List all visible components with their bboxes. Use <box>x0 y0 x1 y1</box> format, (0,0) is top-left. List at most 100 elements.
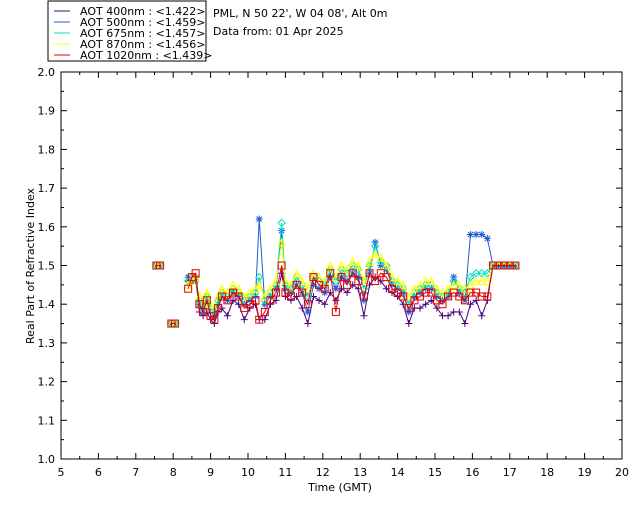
series-point-2 <box>337 265 346 274</box>
legend-label-400: AOT 400nm : <1.422> <box>80 5 206 18</box>
series-point-3 <box>228 280 238 289</box>
series-point-4 <box>511 261 520 270</box>
series-point-0 <box>315 296 323 304</box>
x-tick-label: 10 <box>241 466 255 479</box>
x-tick-label: 5 <box>58 466 65 479</box>
series-point-3 <box>398 280 408 289</box>
series-point-1 <box>304 308 312 316</box>
series-point-4 <box>171 319 180 328</box>
series-point-4 <box>466 288 475 297</box>
x-tick-label: 12 <box>316 466 330 479</box>
series-point-0 <box>478 312 486 320</box>
series-point-2 <box>399 284 408 293</box>
series-point-0 <box>240 316 248 324</box>
series-point-2 <box>251 288 260 297</box>
x-axis-label: Time (GMT) <box>307 481 372 494</box>
series-point-4 <box>214 304 223 313</box>
series-point-1 <box>472 231 480 239</box>
legend-label-500: AOT 500nm : <1.459> <box>80 16 206 29</box>
series-point-2 <box>393 280 402 290</box>
series-point-0 <box>223 312 231 320</box>
series-point-0 <box>455 308 463 316</box>
plot-area: 5 6 7 8 9 10 11 12 13 14 15 16 17 18 19 20 1.0 1.1 1.2 1.3 1… <box>38 66 630 479</box>
series-point-4 <box>210 315 219 324</box>
series-point-3 <box>277 237 286 247</box>
x-tick-label: 13 <box>353 466 367 479</box>
series-point-3 <box>365 257 374 266</box>
series-point-1 <box>255 215 263 223</box>
y-tick-label: 1.9 <box>38 105 56 118</box>
y-tick-label: 1.0 <box>38 453 56 466</box>
series-point-4 <box>427 288 436 297</box>
y-tick-label: 1.3 <box>38 337 56 350</box>
series-point-4 <box>477 292 486 301</box>
x-tick-label: 18 <box>540 466 554 479</box>
location-text: PML, N 50 22', W 04 08', Alt 0m <box>213 7 387 20</box>
series-point-3 <box>217 284 227 293</box>
x-tick-label: 14 <box>391 466 405 479</box>
series-point-0 <box>405 320 413 328</box>
series-point-3 <box>477 276 487 285</box>
series-point-4 <box>320 284 329 293</box>
series-point-2 <box>326 265 335 274</box>
series-point-1 <box>278 227 286 235</box>
series-point-4 <box>255 315 264 324</box>
series-point-3 <box>354 260 363 270</box>
series-point-4 <box>277 261 286 270</box>
legend-box <box>47 0 207 62</box>
y-tick-label: 1.1 <box>38 414 56 427</box>
series-point-4 <box>287 292 296 301</box>
series-point-4 <box>156 261 165 270</box>
series-point-4 <box>343 280 352 289</box>
series-point-3 <box>393 276 402 285</box>
legend-entry-500: AOT 500nm : <1.459> <box>54 16 206 29</box>
series-point-3 <box>292 268 301 278</box>
series-point-4 <box>404 304 413 313</box>
series-point-1 <box>332 285 340 293</box>
series-point-2 <box>245 292 255 301</box>
series-point-4 <box>266 296 275 305</box>
series-point-0 <box>422 300 430 308</box>
series-point-4 <box>326 269 335 278</box>
series-point-4 <box>202 296 211 305</box>
y-tick-label: 2.0 <box>38 66 56 79</box>
series-point-1 <box>478 231 486 239</box>
y-axis-label: Real Part of Refractive Index <box>24 187 37 344</box>
legend-label-870: AOT 870nm : <1.456> <box>80 38 206 51</box>
series-point-3 <box>421 276 430 285</box>
series-point-0 <box>360 312 368 320</box>
series-point-0 <box>343 289 351 297</box>
x-tick-label: 17 <box>503 466 517 479</box>
series-point-4 <box>483 292 492 301</box>
series-point-3 <box>271 276 281 285</box>
series-point-4 <box>382 273 391 282</box>
series-point-1 <box>467 231 475 239</box>
x-tick-label: 11 <box>278 466 292 479</box>
series-point-4 <box>438 300 447 309</box>
y-tick-label: 1.4 <box>38 298 56 311</box>
legend-entry-400: AOT 400nm : <1.422> <box>54 5 206 18</box>
series-point-4 <box>337 273 346 282</box>
series-point-3 <box>455 280 464 289</box>
series-point-3 <box>370 249 380 258</box>
series-point-4 <box>303 300 312 309</box>
series-point-3 <box>471 276 481 285</box>
series-point-3 <box>325 260 335 270</box>
x-tick-label: 19 <box>578 466 592 479</box>
series-point-3 <box>348 257 358 266</box>
series-point-2 <box>354 265 363 274</box>
legend: AOT 400nm : <1.422> AOT 500nm : <1.459> … <box>47 0 213 62</box>
series-point-4 <box>421 288 430 297</box>
series-point-4 <box>494 261 503 270</box>
series-point-4 <box>223 296 232 305</box>
series-point-4 <box>348 269 357 278</box>
series-point-4 <box>191 269 200 278</box>
series-point-4 <box>505 261 514 270</box>
y-tick-label: 1.6 <box>38 221 56 234</box>
series-point-4 <box>331 307 340 316</box>
series-point-4 <box>460 296 469 305</box>
y-tick-label: 1.7 <box>38 182 56 195</box>
series-point-2 <box>213 296 223 305</box>
series-point-4 <box>260 307 269 316</box>
series-point-4 <box>251 296 260 305</box>
